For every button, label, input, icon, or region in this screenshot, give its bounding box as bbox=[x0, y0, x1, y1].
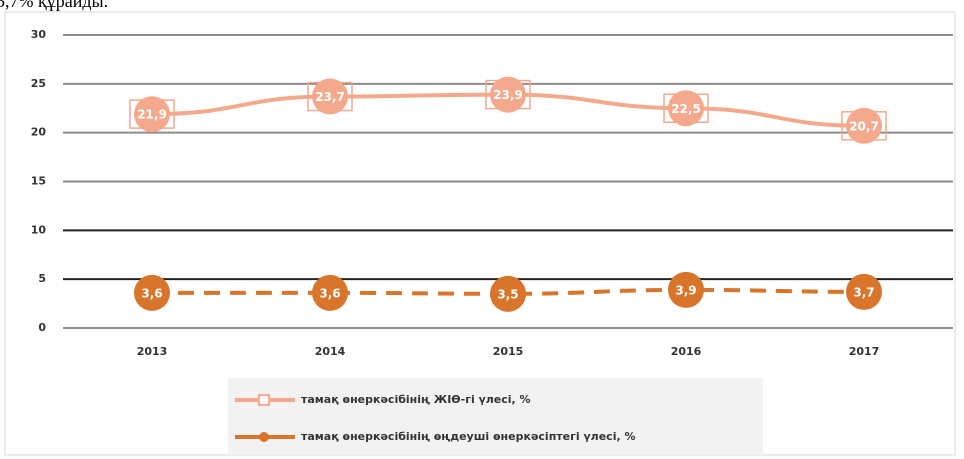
x-tick-label: 2015 bbox=[493, 345, 524, 358]
data-label: 3,7 bbox=[853, 285, 874, 299]
data-point bbox=[312, 78, 348, 115]
data-point bbox=[668, 90, 704, 127]
point-marker bbox=[129, 99, 175, 129]
legend-label: тамақ өнеркәсібінің өңдеуші өнеркәсіптег… bbox=[301, 430, 636, 443]
data-point bbox=[490, 275, 526, 312]
y-tick-label: 30 bbox=[31, 28, 47, 41]
data-label: 23,7 bbox=[315, 90, 345, 104]
data-point bbox=[846, 107, 882, 144]
y-tick-label: 5 bbox=[38, 272, 46, 285]
data-label: 21,9 bbox=[137, 108, 167, 122]
y-tick-label: 0 bbox=[38, 321, 46, 334]
data-label: 23,9 bbox=[493, 88, 523, 102]
data-label: 3,9 bbox=[675, 283, 696, 297]
data-point bbox=[490, 76, 526, 113]
data-point bbox=[668, 271, 704, 308]
data-label: 22,5 bbox=[671, 102, 701, 116]
data-point bbox=[846, 273, 882, 310]
y-tick-label: 20 bbox=[31, 126, 47, 139]
series-line bbox=[152, 287, 865, 296]
data-label: 3,6 bbox=[319, 286, 340, 300]
data-label: 3,6 bbox=[141, 286, 162, 300]
point-marker bbox=[307, 81, 353, 112]
legend-marker bbox=[258, 394, 270, 406]
y-tick-label: 15 bbox=[31, 175, 46, 188]
legend-label: тамақ өнеркәсібінің ЖІӨ-гі үлесі, % bbox=[301, 393, 531, 406]
point-marker bbox=[841, 111, 887, 141]
x-tick-label: 2014 bbox=[315, 345, 346, 358]
x-tick-label: 2013 bbox=[137, 345, 168, 358]
y-tick-label: 10 bbox=[31, 223, 47, 236]
data-point bbox=[134, 274, 170, 311]
y-tick-label: 25 bbox=[31, 77, 46, 90]
point-marker bbox=[485, 79, 531, 110]
data-label: 3,5 bbox=[497, 287, 518, 301]
data-point bbox=[312, 274, 348, 311]
data-point bbox=[134, 96, 170, 133]
note-text: 5,7% құрайды. bbox=[0, 0, 108, 11]
legend-box bbox=[228, 378, 763, 455]
data-label: 20,7 bbox=[849, 119, 879, 133]
legend-marker bbox=[259, 432, 269, 442]
point-marker bbox=[663, 93, 709, 123]
x-tick-label: 2016 bbox=[671, 345, 702, 358]
x-tick-label: 2017 bbox=[849, 345, 880, 358]
